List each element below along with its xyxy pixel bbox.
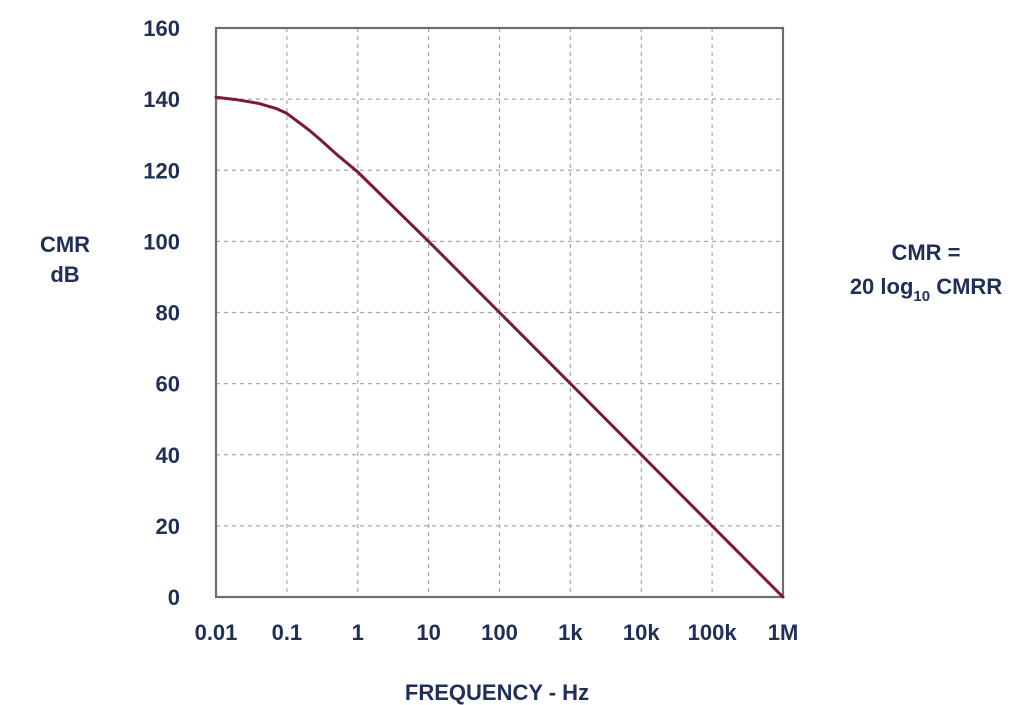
formula-annotation-line1: CMR = bbox=[891, 240, 960, 265]
x-tick-label: 1 bbox=[352, 620, 364, 645]
cmr-series-line bbox=[214, 95, 785, 599]
x-tick-label: 100k bbox=[688, 620, 738, 645]
formula-prefix: 20 log bbox=[850, 274, 914, 299]
x-tick-labels: 0.01 0.1 1 10 100 1k 10k 100k 1M bbox=[195, 620, 799, 645]
plot-area-border bbox=[214, 26, 785, 599]
y-tick-label: 160 bbox=[143, 16, 180, 41]
y-tick-label: 100 bbox=[143, 229, 180, 254]
formula-suffix: CMRR bbox=[930, 274, 1002, 299]
formula-subscript: 10 bbox=[913, 288, 930, 305]
x-tick-label: 1k bbox=[558, 620, 583, 645]
y-tick-label: 20 bbox=[156, 514, 180, 539]
x-tick-label: 10 bbox=[416, 620, 440, 645]
x-axis-label: FREQUENCY - Hz bbox=[405, 680, 589, 705]
y-tick-labels: 0 20 40 60 80 100 120 140 160 bbox=[143, 16, 180, 610]
formula-annotation-line2: 20 log10 CMRR bbox=[850, 274, 1002, 305]
y-axis-label-line2: dB bbox=[50, 262, 79, 287]
y-tick-label: 80 bbox=[156, 301, 180, 326]
x-tick-label: 1M bbox=[768, 620, 799, 645]
x-tick-label: 10k bbox=[623, 620, 660, 645]
x-tick-label: 0.01 bbox=[195, 620, 238, 645]
y-tick-label: 60 bbox=[156, 372, 180, 397]
y-axis-label-line1: CMR bbox=[40, 232, 90, 257]
x-tick-label: 100 bbox=[481, 620, 518, 645]
y-tick-label: 40 bbox=[156, 443, 180, 468]
y-tick-label: 140 bbox=[143, 87, 180, 112]
series-group bbox=[214, 95, 785, 599]
x-tick-label: 0.1 bbox=[272, 620, 303, 645]
y-tick-label: 0 bbox=[168, 585, 180, 610]
y-tick-label: 120 bbox=[143, 158, 180, 183]
